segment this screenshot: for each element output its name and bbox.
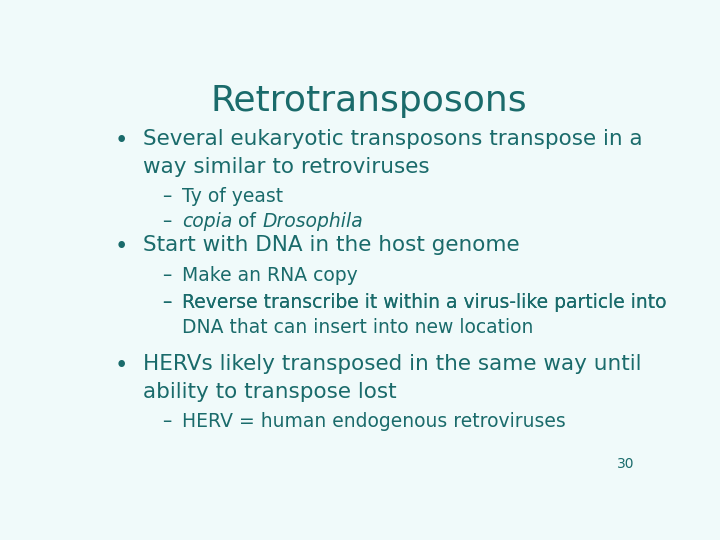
Text: Start with DNA in the host genome: Start with DNA in the host genome [143,235,520,255]
Text: HERV = human endogenous retroviruses: HERV = human endogenous retroviruses [182,412,566,431]
Text: 30: 30 [616,457,634,471]
Text: •: • [115,235,128,258]
Text: –: – [163,412,172,431]
Text: •: • [115,129,128,152]
Text: Retrotransposons: Retrotransposons [211,84,527,118]
Text: Reverse transcribe it within a virus-like particle into: Reverse transcribe it within a virus-lik… [182,294,667,313]
Text: –: – [163,294,172,313]
Text: Drosophila: Drosophila [262,212,363,232]
Text: way similar to retroviruses: way similar to retroviruses [143,157,430,177]
Text: Reverse transcribe it within a virus-like particle into: Reverse transcribe it within a virus-lik… [182,294,667,313]
Text: •: • [115,354,128,377]
Text: –: – [163,187,172,206]
Text: –: – [163,212,172,232]
Text: Ty of yeast: Ty of yeast [182,187,283,206]
Text: –: – [163,266,172,286]
Text: of: of [233,212,262,232]
Text: DNA that can insert into new location: DNA that can insert into new location [182,318,534,336]
Text: copia: copia [182,212,233,232]
Text: Several eukaryotic transposons transpose in a: Several eukaryotic transposons transpose… [143,129,643,149]
Text: ability to transpose lost: ability to transpose lost [143,382,397,402]
Text: –: – [163,294,172,313]
Text: HERVs likely transposed in the same way until: HERVs likely transposed in the same way … [143,354,642,374]
Text: Make an RNA copy: Make an RNA copy [182,266,358,286]
